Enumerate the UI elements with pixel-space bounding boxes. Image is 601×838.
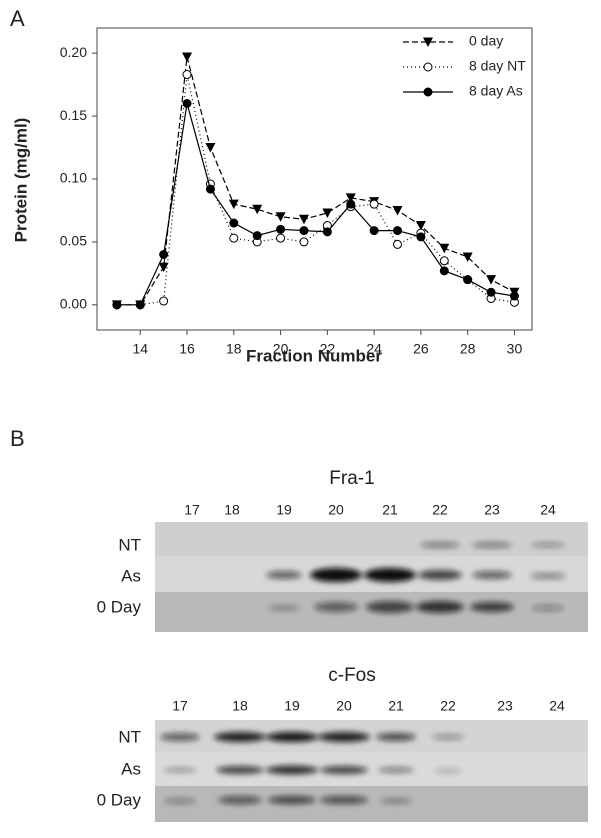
row-label: 0 Day [97,597,142,616]
marker [299,226,309,236]
marker [423,37,433,47]
legend-label: 8 day NT [469,58,526,74]
blot-image [155,720,588,822]
x-tick-label: 30 [507,341,523,357]
x-tick-label: 14 [132,341,148,357]
row-label: NT [118,727,141,746]
plot-area: 0.00 0.05 0.10 0.15 0.20 14 16 18 20 22 24 26 28 30 0 … [60,33,526,357]
marker [423,87,433,97]
row-label: As [121,566,141,585]
y-axis-label: Protein (mg/ml) [11,118,30,243]
marker [112,300,122,310]
marker [509,291,519,301]
marker [439,256,449,266]
y-tick-label: 0.15 [60,107,87,123]
marker [462,252,473,263]
row-label: As [121,759,141,778]
marker [415,221,426,231]
x-tick-label: 18 [226,341,242,357]
row-label: NT [118,535,141,554]
marker [486,275,497,285]
lane-label: 17 [172,698,188,714]
blot-image [155,522,588,632]
x-tick-label: 28 [460,341,476,357]
lane-label: 19 [276,502,292,518]
marker [423,62,433,72]
legend-label: 0 day [469,33,503,49]
lane-label: 20 [328,502,344,518]
marker [322,208,333,218]
marker [486,287,496,297]
blot-labels: Fra-1 17 18 19 20 21 22 23 24 NT As 0 Day c-Fos 17 18 1… [97,468,565,809]
marker [229,233,239,243]
marker [369,226,379,236]
blot-title: c-Fos [328,665,376,686]
lane-label: 24 [549,698,565,714]
lane-label: 19 [284,698,300,714]
marker [463,275,473,285]
panel-label: A [10,6,25,31]
series-line [116,103,515,306]
marker [228,199,239,210]
lane-label: 18 [232,698,248,714]
marker [158,262,169,273]
lane-label: 18 [224,502,240,518]
lane-label: 21 [382,502,398,518]
y-tick-label: 0.20 [60,44,87,60]
lane-label: 23 [497,698,513,714]
marker [182,70,192,80]
blot-title: Fra-1 [329,468,374,489]
plot-frame [96,27,533,331]
series-line [116,74,515,306]
lane-label: 24 [540,502,556,518]
x-tick-label: 20 [273,341,289,357]
lane-label: 17 [184,502,200,518]
marker [392,205,403,216]
lane-label: 22 [440,698,456,714]
marker [439,243,450,254]
marker [322,227,332,237]
marker [205,184,215,194]
lane-label: 21 [388,698,404,714]
marker [159,296,169,306]
marker [346,199,356,209]
marker [439,266,449,276]
panel-label: B [10,426,25,451]
marker [252,231,262,241]
marker [182,52,193,62]
row-label: 0 Day [97,790,142,809]
marker [275,212,286,222]
x-tick-label: 24 [366,341,382,357]
marker [369,199,379,209]
legend-label: 8 day As [469,83,523,99]
marker [416,232,426,242]
marker [393,239,403,249]
lane-label: 23 [484,502,500,518]
marker [135,300,145,310]
lane-label: 20 [336,698,352,714]
lane-label: 22 [432,502,448,518]
marker [252,204,263,215]
marker [393,226,403,236]
series-line [116,56,515,306]
y-tick-label: 0.05 [60,233,87,249]
marker [276,224,286,234]
marker [299,237,309,247]
marker [345,193,356,203]
marker [229,218,239,228]
x-tick-label: 26 [413,341,429,357]
y-tick-label: 0.10 [60,170,87,186]
marker [205,143,216,153]
y-tick-label: 0.00 [60,296,87,312]
x-tick-label: 16 [179,341,195,357]
marker [159,250,169,259]
x-axis-label: Fraction Number [246,346,382,365]
marker [182,99,192,108]
marker [298,214,309,225]
x-tick-label: 22 [320,341,336,357]
marker [276,233,286,243]
